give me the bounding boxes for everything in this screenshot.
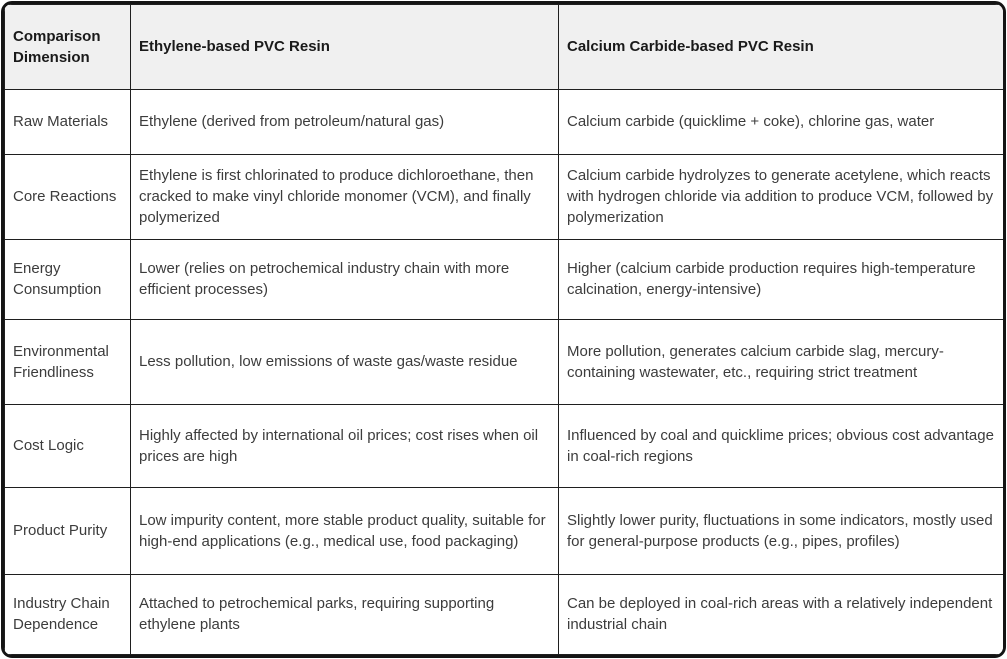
table-row-environmental-friendliness: Environmental Friendliness Less pollutio… (4, 318, 1003, 405)
row-header-core-reactions: Core Reactions (4, 153, 131, 240)
cell-product-purity-carbide: Slightly lower purity, fluctuations in s… (558, 486, 1003, 575)
cell-energy-consumption-carbide: Higher (calcium carbide production requi… (558, 238, 1003, 320)
table-header-row: Comparison Dimension Ethylene-based PVC … (4, 4, 1003, 90)
cell-industry-chain-dependence-ethylene: Attached to petrochemical parks, requiri… (130, 573, 559, 655)
row-header-product-purity: Product Purity (4, 486, 131, 575)
cell-raw-materials-ethylene: Ethylene (derived from petroleum/natural… (130, 89, 559, 155)
col-header-calcium-carbide-based: Calcium Carbide-based PVC Resin (558, 4, 1003, 90)
table-row-raw-materials: Raw Materials Ethylene (derived from pet… (4, 89, 1003, 155)
cell-environmental-friendliness-carbide: More pollution, generates calcium carbid… (558, 318, 1003, 405)
table-row-cost-logic: Cost Logic Highly affected by internatio… (4, 403, 1003, 488)
cell-environmental-friendliness-ethylene: Less pollution, low emissions of waste g… (130, 318, 559, 405)
cell-core-reactions-ethylene: Ethylene is first chlorinated to produce… (130, 153, 559, 240)
row-header-raw-materials: Raw Materials (4, 89, 131, 155)
table-row-industry-chain-dependence: Industry Chain Dependence Attached to pe… (4, 573, 1003, 655)
row-header-industry-chain-dependence: Industry Chain Dependence (4, 573, 131, 655)
pvc-comparison-table: Comparison Dimension Ethylene-based PVC … (4, 4, 1003, 655)
row-header-cost-logic: Cost Logic (4, 403, 131, 488)
row-header-environmental-friendliness: Environmental Friendliness (4, 318, 131, 405)
table-row-product-purity: Product Purity Low impurity content, mor… (4, 486, 1003, 575)
cell-cost-logic-ethylene: Highly affected by international oil pri… (130, 403, 559, 488)
cell-product-purity-ethylene: Low impurity content, more stable produc… (130, 486, 559, 575)
cell-cost-logic-carbide: Influenced by coal and quicklime prices;… (558, 403, 1003, 488)
row-header-energy-consumption: Energy Consumption (4, 238, 131, 320)
cell-core-reactions-carbide: Calcium carbide hydrolyzes to generate a… (558, 153, 1003, 240)
col-header-ethylene-based: Ethylene-based PVC Resin (130, 4, 559, 90)
cell-energy-consumption-ethylene: Lower (relies on petrochemical industry … (130, 238, 559, 320)
cell-industry-chain-dependence-carbide: Can be deployed in coal-rich areas with … (558, 573, 1003, 655)
table-row-core-reactions: Core Reactions Ethylene is first chlorin… (4, 153, 1003, 240)
cell-raw-materials-carbide: Calcium carbide (quicklime + coke), chlo… (558, 89, 1003, 155)
col-header-comparison-dimension: Comparison Dimension (4, 4, 131, 90)
table-row-energy-consumption: Energy Consumption Lower (relies on petr… (4, 238, 1003, 320)
